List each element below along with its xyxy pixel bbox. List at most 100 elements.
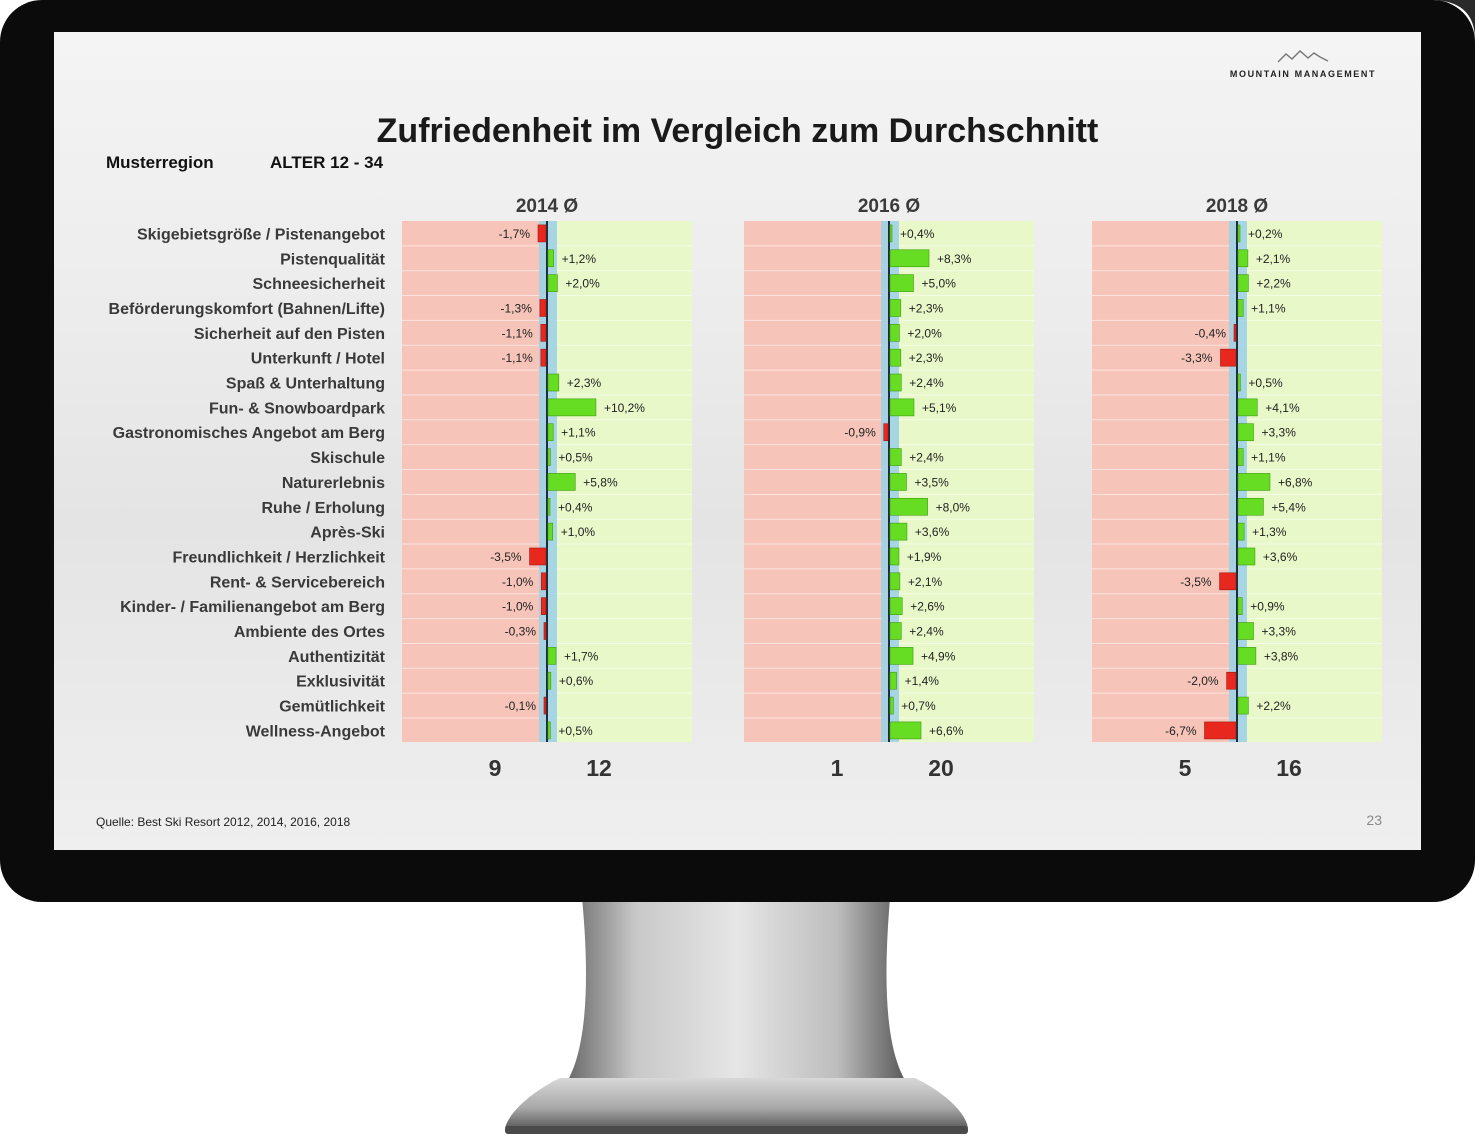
source-note: Quelle: Best Ski Resort 2012, 2014, 2016… bbox=[96, 815, 351, 829]
category-label: Ruhe / Erholung bbox=[261, 500, 385, 517]
bar-value-label: -3,5% bbox=[490, 550, 522, 564]
bar-value-label: -6,7% bbox=[1165, 724, 1197, 738]
panel-header: 2016 Ø bbox=[858, 196, 920, 217]
bar-value-label: +1,1% bbox=[1251, 451, 1286, 465]
bar-value-label: +1,2% bbox=[562, 252, 597, 266]
bar-value-label: +6,8% bbox=[1278, 475, 1313, 489]
bar-value-label: +2,0% bbox=[907, 326, 942, 340]
positive-bar bbox=[889, 249, 930, 268]
bar-value-label: +3,3% bbox=[1262, 426, 1297, 440]
bar-value-label: +2,6% bbox=[910, 600, 945, 614]
positive-bar bbox=[889, 448, 902, 466]
bar-value-label: +1,3% bbox=[1252, 525, 1287, 539]
negative-bar bbox=[540, 572, 547, 591]
positive-bar bbox=[1237, 522, 1245, 541]
positive-count: 20 bbox=[928, 755, 954, 781]
bar-value-label: +0,9% bbox=[1250, 600, 1285, 614]
positive-bar bbox=[1237, 249, 1249, 268]
negative-bar bbox=[1233, 324, 1237, 342]
bar-value-label: +10,2% bbox=[604, 401, 645, 415]
bar-value-label: -1,0% bbox=[502, 575, 534, 589]
bar-value-label: +0,4% bbox=[558, 500, 593, 514]
negative-zone bbox=[402, 221, 547, 742]
category-label: Naturerlebnis bbox=[282, 475, 385, 492]
positive-bar bbox=[889, 572, 901, 591]
positive-bar bbox=[1237, 547, 1256, 566]
negative-bar bbox=[537, 224, 547, 243]
negative-bar bbox=[543, 696, 547, 715]
negative-bar bbox=[1204, 721, 1237, 740]
bar-value-label: -0,4% bbox=[1195, 326, 1227, 340]
category-label: Spaß & Unterhaltung bbox=[226, 376, 385, 393]
positive-bar bbox=[1237, 497, 1264, 516]
negative-bar bbox=[883, 423, 889, 442]
bar-value-label: -0,1% bbox=[505, 699, 537, 713]
bar-value-label: -0,3% bbox=[505, 625, 537, 639]
bar-value-label: +3,6% bbox=[1263, 550, 1298, 564]
bar-value-label: +0,6% bbox=[559, 674, 594, 688]
positive-bar bbox=[1237, 423, 1254, 442]
positive-bar bbox=[889, 597, 903, 615]
category-label: Après-Ski bbox=[310, 525, 385, 542]
bar-value-label: +2,1% bbox=[908, 575, 943, 589]
negative-bar bbox=[1220, 348, 1237, 367]
category-label: Rent- & Servicebereich bbox=[210, 574, 385, 591]
positive-bar bbox=[1237, 398, 1258, 417]
category-label: Gemütlichkeit bbox=[279, 699, 385, 716]
bar-value-label: -2,0% bbox=[1187, 674, 1219, 688]
bar-value-label: -0,9% bbox=[844, 426, 876, 440]
bar-value-label: +0,7% bbox=[901, 699, 936, 713]
bar-value-label: -1,1% bbox=[501, 351, 533, 365]
positive-count: 16 bbox=[1276, 755, 1302, 781]
category-label: Kinder- / Familienangebot am Berg bbox=[120, 599, 385, 616]
region-label: Musterregion bbox=[106, 153, 214, 172]
negative-bar bbox=[1226, 671, 1237, 690]
bar-value-label: +8,3% bbox=[937, 252, 972, 266]
age-group-label: ALTER 12 - 34 bbox=[270, 153, 384, 172]
bar-value-label: +4,9% bbox=[921, 649, 956, 663]
bar-value-label: -3,3% bbox=[1181, 351, 1213, 365]
negative-bar bbox=[1219, 572, 1237, 591]
bar-value-label: +2,2% bbox=[1256, 699, 1291, 713]
bar-value-label: +2,0% bbox=[565, 277, 600, 291]
category-label: Unterkunft / Hotel bbox=[251, 351, 385, 368]
positive-bar bbox=[889, 671, 897, 690]
bar-value-label: -1,3% bbox=[501, 301, 533, 315]
positive-bar bbox=[889, 224, 893, 243]
bar-value-label: -3,5% bbox=[1180, 575, 1212, 589]
bar-value-label: +5,8% bbox=[583, 475, 618, 489]
category-label: Beförderungskomfort (Bahnen/Lifte) bbox=[109, 301, 385, 318]
positive-bar bbox=[889, 348, 902, 367]
bar-value-label: +5,0% bbox=[922, 277, 957, 291]
positive-bar bbox=[547, 398, 597, 417]
bar-value-label: +6,6% bbox=[929, 724, 964, 738]
bar-value-label: +3,3% bbox=[1262, 625, 1297, 639]
positive-bar bbox=[547, 647, 557, 665]
bar-value-label: +1,4% bbox=[905, 674, 940, 688]
bar-value-label: +4,1% bbox=[1265, 401, 1300, 415]
negative-bar bbox=[540, 597, 547, 615]
positive-bar bbox=[547, 497, 551, 516]
bar-value-label: +0,4% bbox=[900, 227, 935, 241]
bar-value-label: +3,6% bbox=[915, 525, 950, 539]
positive-bar bbox=[889, 398, 915, 417]
negative-bar bbox=[540, 324, 547, 342]
category-label: Pistenqualität bbox=[280, 251, 386, 268]
bar-value-label: -1,7% bbox=[499, 227, 531, 241]
positive-bar bbox=[889, 696, 894, 715]
category-label: Schneesicherheit bbox=[253, 276, 386, 293]
positive-bar bbox=[547, 373, 560, 392]
positive-bar bbox=[1237, 299, 1244, 317]
category-label: Ambiente des Ortes bbox=[234, 624, 385, 641]
bar-value-label: -1,1% bbox=[501, 326, 533, 340]
bar-value-label: +1,7% bbox=[564, 649, 599, 663]
category-label: Wellness-Angebot bbox=[246, 723, 386, 740]
bar-value-label: +2,1% bbox=[1256, 252, 1291, 266]
bar-value-label: +2,3% bbox=[567, 376, 602, 390]
slide-screen: MOUNTAIN MANAGEMENT Zufriedenheit im Ver… bbox=[54, 32, 1421, 850]
positive-bar bbox=[547, 473, 576, 491]
bar-value-label: +2,4% bbox=[909, 376, 944, 390]
bar-value-label: +0,2% bbox=[1248, 227, 1283, 241]
negative-count: 5 bbox=[1179, 755, 1192, 781]
positive-bar bbox=[547, 721, 551, 740]
